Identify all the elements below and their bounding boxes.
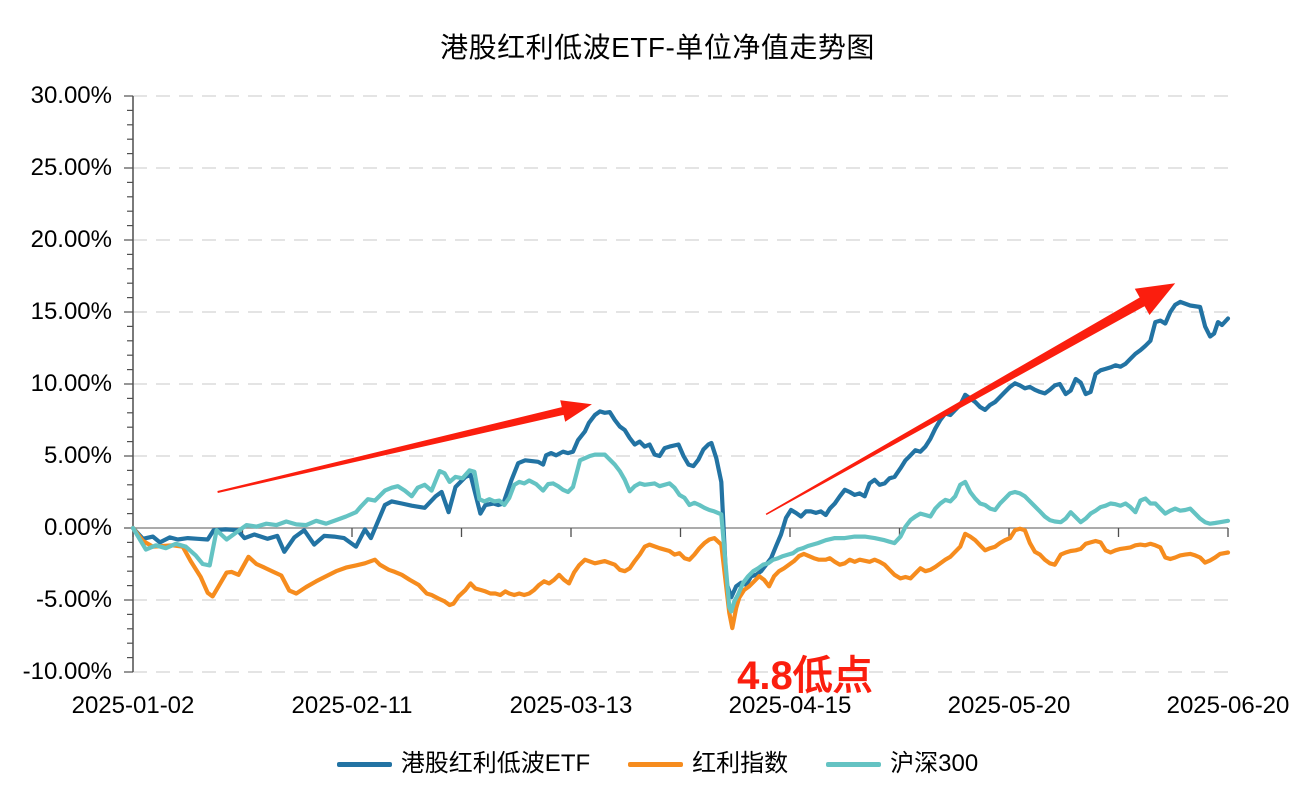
chart-title: 港股红利低波ETF-单位净值走势图 bbox=[440, 32, 875, 63]
x-axis-label: 2025-04-15 bbox=[728, 692, 852, 719]
y-axis-label: -10.00% bbox=[22, 658, 112, 685]
legend-item-1: 红利指数 bbox=[628, 749, 788, 779]
legend-line-swatch bbox=[826, 761, 882, 767]
trend-arrow-1 bbox=[765, 283, 1176, 515]
legend-label: 港股红利低波ETF bbox=[400, 750, 591, 777]
series-line-2 bbox=[130, 452, 1231, 614]
low-point-label: 4.8低点 bbox=[737, 654, 873, 698]
legend-item-2: 沪深300 bbox=[826, 749, 978, 779]
y-axis-label: 15.00% bbox=[30, 298, 112, 325]
y-axis-label: 5.00% bbox=[43, 442, 112, 469]
legend-line-swatch bbox=[628, 761, 684, 767]
series-line-1 bbox=[130, 525, 1231, 631]
y-axis-label: 10.00% bbox=[30, 370, 112, 397]
legend-item-0: 港股红利低波ETF bbox=[336, 749, 591, 779]
trend-arrow-0 bbox=[217, 400, 592, 493]
y-axis-label: -5.00% bbox=[35, 586, 112, 613]
x-axis-label: 2025-01-02 bbox=[71, 692, 195, 719]
x-axis-label: 2025-06-20 bbox=[1166, 692, 1290, 719]
y-axis-label: 20.00% bbox=[30, 226, 112, 253]
x-axis-label: 2025-03-13 bbox=[509, 692, 633, 719]
y-axis-label: 30.00% bbox=[30, 82, 112, 109]
legend: 港股红利低波ETF 红利指数 沪深300 bbox=[0, 749, 1315, 779]
y-axis-label: 25.00% bbox=[30, 154, 112, 181]
legend-label: 沪深300 bbox=[890, 750, 979, 777]
legend-line-swatch bbox=[336, 761, 392, 767]
x-axis-label: 2025-05-20 bbox=[947, 692, 1071, 719]
x-axis-label: 2025-02-11 bbox=[291, 692, 413, 719]
legend-label: 红利指数 bbox=[692, 750, 789, 777]
y-axis-label: 0.00% bbox=[43, 514, 112, 541]
